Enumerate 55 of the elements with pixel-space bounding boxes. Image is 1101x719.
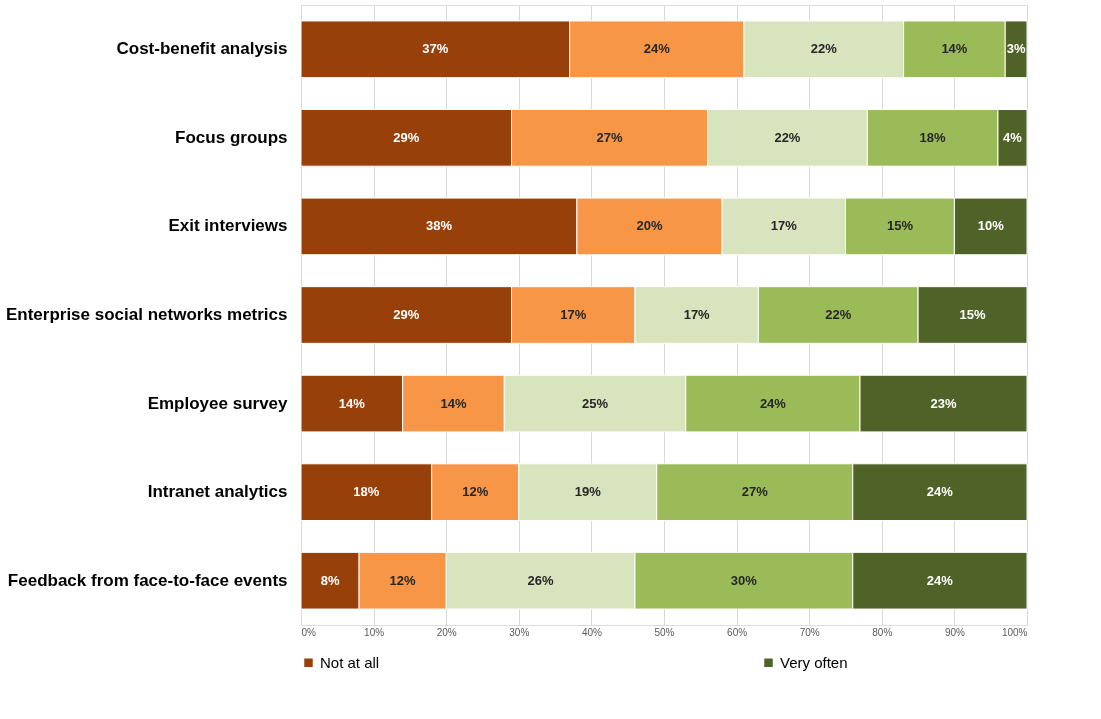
y-tick-label: Enterprise social networks metrics	[5, 305, 288, 324]
data-label: 38%	[425, 218, 453, 234]
data-label: 12%	[389, 572, 417, 588]
x-tick-label: 60%	[727, 626, 748, 638]
legend-label: Very often	[780, 653, 848, 671]
legend-label: Not at all	[320, 653, 380, 671]
data-label: 17%	[560, 307, 587, 322]
data-label: 15%	[959, 307, 986, 322]
data-label: 24%	[926, 484, 954, 500]
data-label: 18%	[919, 129, 947, 145]
data-label: 17%	[770, 218, 798, 234]
data-label: 18%	[353, 484, 380, 500]
data-label: 29%	[393, 129, 420, 145]
x-tick-label: 80%	[872, 626, 893, 638]
data-label: 12%	[462, 484, 489, 500]
y-tick-label: Feedback from face-to-face events	[7, 570, 288, 590]
data-label: 22%	[810, 41, 838, 57]
data-label: 17%	[683, 307, 711, 322]
data-label: 24%	[643, 41, 671, 57]
x-tick-label: 10%	[364, 626, 385, 638]
x-tick-label: 30%	[509, 626, 530, 638]
data-label: 8%	[320, 572, 340, 588]
data-label: 24%	[759, 395, 787, 411]
y-tick-label: Exit interviews	[168, 216, 288, 236]
data-label: 22%	[774, 129, 801, 145]
x-tick-label: 20%	[436, 626, 457, 638]
data-label: 15%	[886, 218, 914, 234]
y-tick-label: Intranet analytics	[147, 482, 288, 502]
data-label: 22%	[825, 307, 852, 322]
y-tick-label: Cost-benefit analysis	[116, 39, 288, 59]
data-label: 14%	[440, 395, 467, 411]
data-label: 3%	[1006, 41, 1026, 57]
data-label: 4%	[1003, 129, 1023, 145]
x-tick-label: 70%	[799, 626, 820, 638]
x-tick-label: 50%	[654, 626, 675, 638]
x-tick-label: 100%	[1001, 626, 1028, 638]
data-label: 24%	[926, 572, 954, 588]
data-label: 10%	[977, 218, 1005, 234]
x-tick-label: 40%	[581, 626, 603, 638]
data-label: 29%	[393, 307, 420, 322]
y-tick-label: Focus groups	[175, 127, 288, 147]
data-label: 37%	[422, 41, 449, 57]
y-tick-label: Employee survey	[147, 393, 289, 413]
data-label: 23%	[930, 395, 957, 411]
data-label: 27%	[596, 129, 623, 145]
data-label: 27%	[741, 484, 769, 500]
data-label: 19%	[574, 484, 602, 500]
x-tick-label: 0%	[301, 626, 317, 638]
data-label: 20%	[636, 218, 663, 234]
x-tick-label: 90%	[944, 626, 966, 638]
data-label: 30%	[730, 572, 758, 588]
data-label: 26%	[527, 572, 555, 588]
data-label: 14%	[338, 395, 366, 411]
data-label: 14%	[941, 41, 968, 57]
data-label: 25%	[582, 395, 609, 411]
